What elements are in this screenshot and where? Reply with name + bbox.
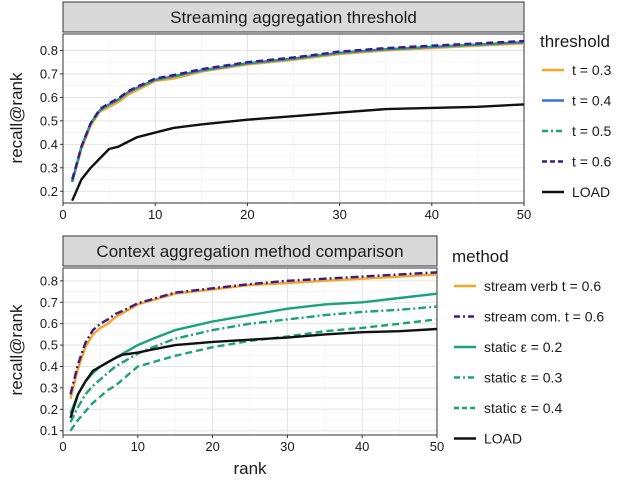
x-tick-label: 0: [59, 207, 66, 222]
legend-label: t = 0.3: [572, 62, 612, 78]
legend-label: t = 0.6: [572, 154, 612, 170]
y-tick-label: 0.3: [40, 380, 58, 395]
x-tick-label: 20: [240, 207, 254, 222]
y-tick-label: 0.5: [40, 113, 58, 128]
plot-border: [62, 33, 525, 204]
y-tick-label: 0.2: [40, 184, 58, 199]
y-tick-label: 0.6: [40, 90, 58, 105]
y-tick-label: 0.6: [40, 316, 58, 331]
y-axis-label: recall@rank: [7, 72, 26, 163]
plot-border: [62, 267, 438, 436]
legend-label: t = 0.5: [572, 123, 612, 139]
x-tick-label: 50: [517, 207, 531, 222]
y-tick-label: 0.4: [40, 137, 58, 152]
panel-title: Streaming aggregation threshold: [170, 8, 417, 27]
y-axis-label: recall@rank: [7, 304, 26, 395]
panel-streaming-threshold: Streaming aggregation threshold 0 10 20 30 4…: [7, 1, 612, 222]
series-line: [71, 39, 525, 180]
legend: stream verb t = 0.6 stream com. t = 0.6 st…: [454, 278, 604, 447]
legend: t = 0.3 t = 0.4 t = 0.5 t = 0.6 LOAD: [542, 62, 612, 200]
x-tick-label: 30: [280, 439, 294, 454]
x-tick-label: 0: [59, 439, 66, 454]
legend-label: stream com. t = 0.6: [484, 309, 604, 325]
series-line: [69, 273, 438, 399]
x-tick-label: 30: [332, 207, 346, 222]
legend-label: static ε = 0.2: [484, 339, 562, 355]
y-tick-label: 0.8: [40, 273, 58, 288]
series-line: [69, 318, 438, 432]
legend-label: t = 0.4: [572, 93, 612, 109]
x-tick-label: 40: [355, 439, 369, 454]
series-line: [69, 327, 438, 419]
series-line: [71, 103, 525, 202]
plot-area: 0 10 20 30 40 50 0.1 0.2 0.3 0.4 0.5 0.6 0.7 0.8: [40, 267, 444, 454]
legend-title: threshold: [540, 32, 610, 51]
plot-area: 0 10 20 30 40 50 0.2 0.3 0.4 0.5 0.6 0.7 0.8: [40, 33, 531, 222]
panel-title: Context aggregation method comparison: [96, 242, 403, 261]
legend-label: static ε = 0.4: [484, 400, 562, 416]
panel-title-strip: [62, 1, 525, 33]
y-tick-label: 0.8: [40, 43, 58, 58]
legend-label: stream verb t = 0.6: [484, 278, 601, 294]
legend-label: static ε = 0.3: [484, 370, 562, 386]
y-tick-label: 0.7: [40, 295, 58, 310]
y-tick-label: 0.2: [40, 402, 58, 417]
x-tick-label: 20: [205, 439, 219, 454]
series-line: [71, 41, 525, 183]
panel-context-method: Context aggregation method comparison 0 1…: [7, 235, 604, 478]
legend-title: method: [452, 247, 509, 266]
series-line: [71, 42, 525, 183]
y-tick-label: 0.4: [40, 359, 58, 374]
series-line: [71, 41, 525, 183]
x-axis-label: rank: [233, 459, 267, 478]
y-tick-label: 0.1: [40, 423, 58, 438]
legend-label: LOAD: [484, 431, 522, 447]
y-tick-label: 0.7: [40, 66, 58, 81]
x-tick-label: 40: [425, 207, 439, 222]
x-tick-label: 50: [430, 439, 444, 454]
y-tick-label: 0.3: [40, 160, 58, 175]
x-tick-label: 10: [148, 207, 162, 222]
series-line: [69, 271, 438, 395]
legend-label: LOAD: [572, 184, 610, 200]
x-tick-label: 10: [131, 439, 145, 454]
panel-title-strip: [62, 235, 438, 267]
y-tick-label: 0.5: [40, 338, 58, 353]
